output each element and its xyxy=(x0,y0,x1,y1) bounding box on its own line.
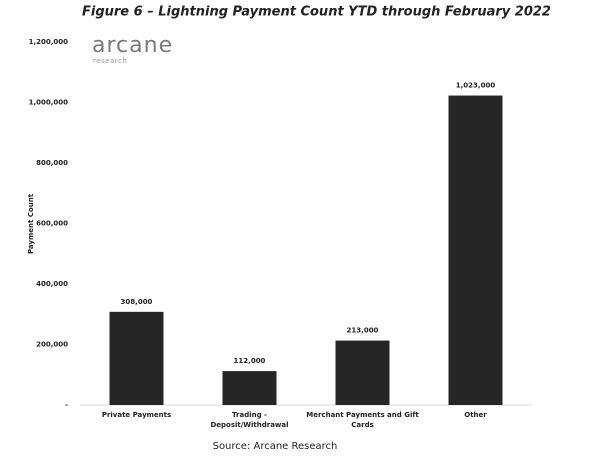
y-tick-label: 200,000 xyxy=(36,341,68,349)
y-axis-label: Payment Count xyxy=(27,193,35,254)
bar xyxy=(109,311,164,405)
y-tick-label: 600,000 xyxy=(36,220,68,228)
y-tick-label: 800,000 xyxy=(36,159,68,167)
logo-name: arcane xyxy=(92,33,173,58)
value-label: 213,000 xyxy=(347,327,379,335)
value-label: 1,023,000 xyxy=(456,82,496,90)
chart-title: Figure 6 – Lightning Payment Count YTD t… xyxy=(82,5,551,20)
x-tick-label-box: Other xyxy=(464,411,487,419)
bar xyxy=(448,95,503,405)
y-tick-label: 1,000,000 xyxy=(29,99,69,107)
x-tick-label: Trading - Deposit/Withdrawal xyxy=(210,411,289,429)
x-tick-label: Private Payments xyxy=(101,411,172,419)
value-label: 112,000 xyxy=(234,357,266,365)
value-label: 308,000 xyxy=(121,298,153,306)
bar xyxy=(335,340,390,405)
x-tick-label: Merchant Payments and Gift Cards xyxy=(306,411,419,429)
y-tick-label: 400,000 xyxy=(36,280,68,288)
source: Source: Arcane Research xyxy=(213,441,338,452)
logo-tagline: research xyxy=(93,57,127,65)
y-tick-label: - xyxy=(65,401,68,409)
x-tick-label-box: Private Payments xyxy=(101,411,172,419)
x-tick-label: Other xyxy=(464,411,487,419)
x-tick-label-box: Trading - Deposit/Withdrawal xyxy=(210,411,289,429)
bar xyxy=(222,371,277,405)
y-tick-label: 1,200,000 xyxy=(29,38,69,46)
x-tick-label-box: Merchant Payments and Gift Cards xyxy=(306,411,419,429)
